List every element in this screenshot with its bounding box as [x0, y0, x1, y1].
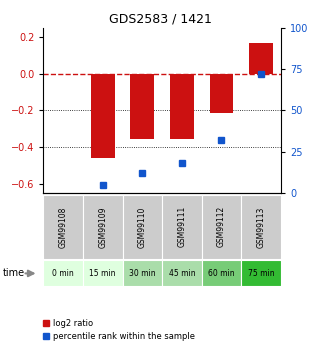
Bar — [130, 73, 154, 139]
Bar — [202, 195, 241, 259]
Text: 30 min: 30 min — [129, 269, 156, 278]
Bar — [123, 260, 162, 286]
Bar — [210, 73, 233, 113]
Bar — [83, 260, 123, 286]
Text: 75 min: 75 min — [248, 269, 274, 278]
Bar — [249, 43, 273, 73]
Bar — [43, 195, 83, 259]
Bar — [241, 260, 281, 286]
Bar — [162, 260, 202, 286]
Bar — [43, 260, 83, 286]
Text: 0 min: 0 min — [52, 269, 74, 278]
Text: 15 min: 15 min — [90, 269, 116, 278]
Legend: log2 ratio, percentile rank within the sample: log2 ratio, percentile rank within the s… — [43, 319, 195, 341]
Text: GDS2583 / 1421: GDS2583 / 1421 — [109, 12, 212, 25]
Text: GSM99113: GSM99113 — [256, 206, 265, 247]
Bar — [83, 195, 123, 259]
Text: GSM99109: GSM99109 — [98, 206, 107, 248]
Text: time: time — [3, 268, 25, 278]
Text: GSM99108: GSM99108 — [59, 206, 68, 247]
Text: GSM99112: GSM99112 — [217, 206, 226, 247]
Text: GSM99111: GSM99111 — [178, 206, 187, 247]
Text: 60 min: 60 min — [208, 269, 235, 278]
Bar — [241, 195, 281, 259]
Text: 45 min: 45 min — [169, 269, 195, 278]
Text: GSM99110: GSM99110 — [138, 206, 147, 247]
Bar — [202, 260, 241, 286]
Bar — [91, 73, 115, 158]
Bar — [123, 195, 162, 259]
Bar — [170, 73, 194, 139]
Bar — [162, 195, 202, 259]
